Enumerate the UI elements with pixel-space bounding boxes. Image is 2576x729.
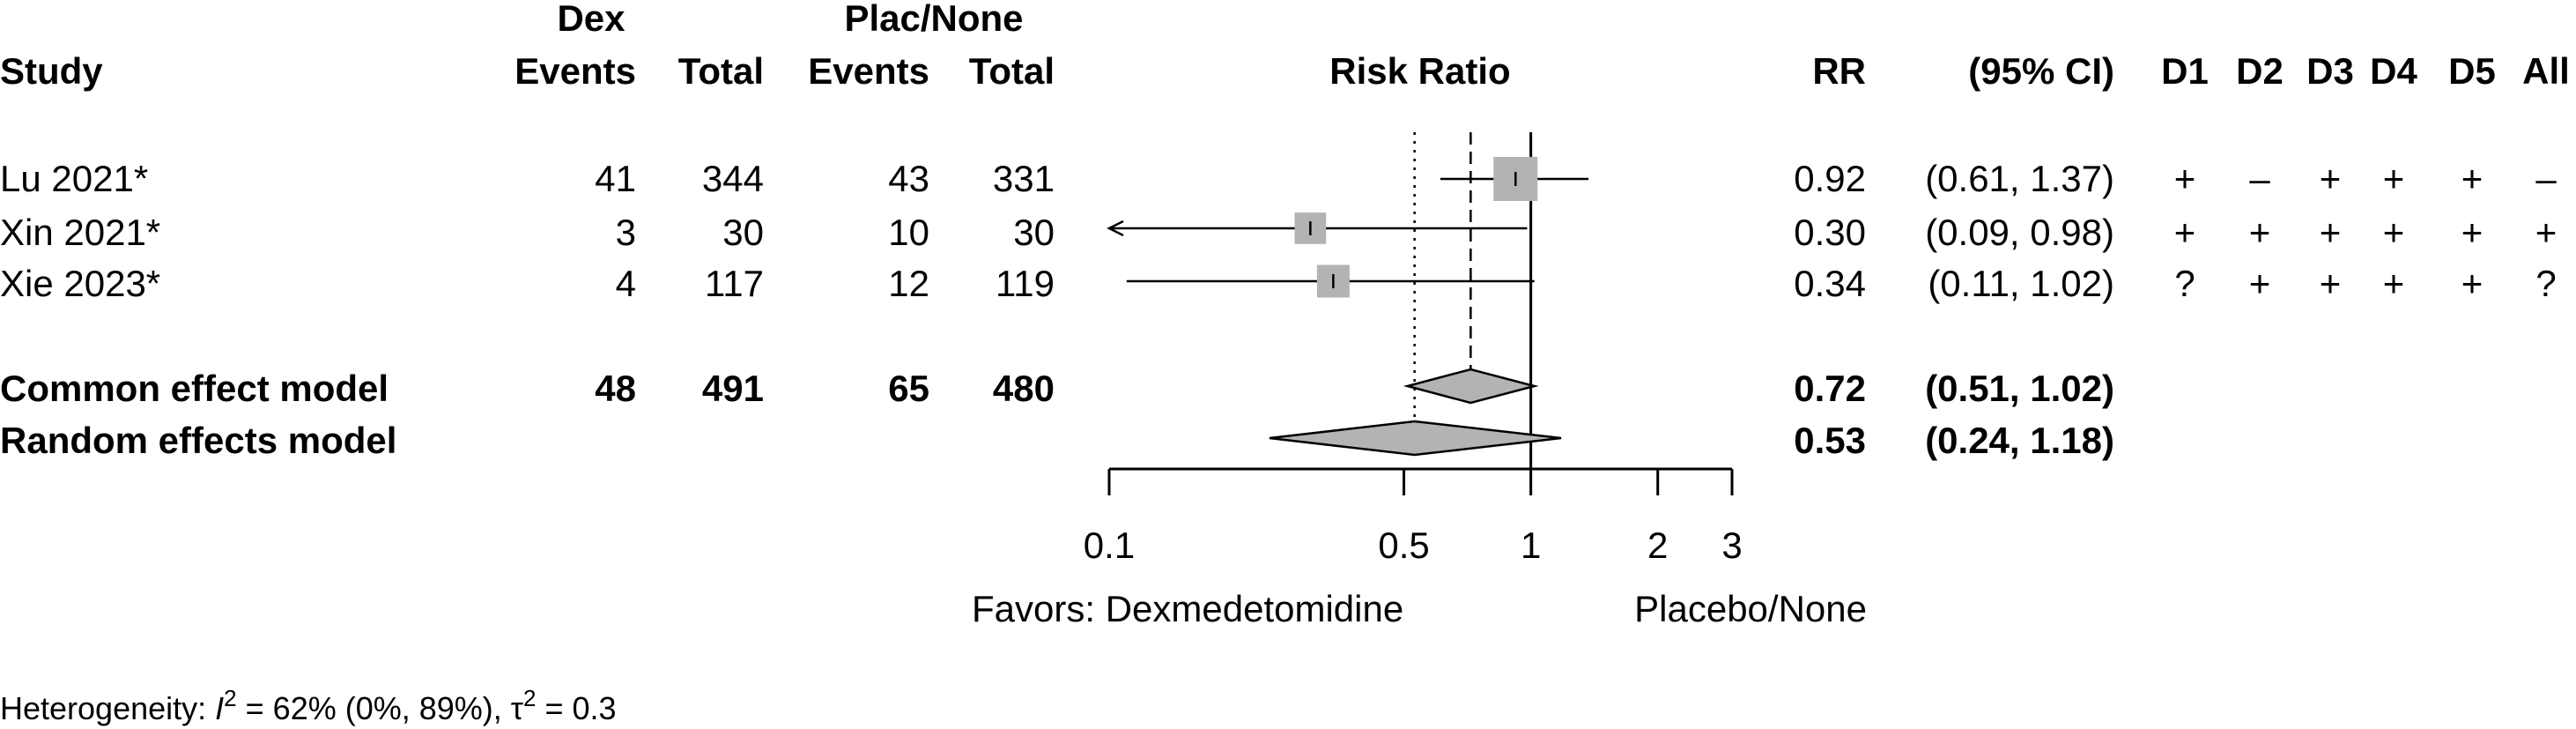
column-headers: Dex Plac/None Study Events Total Events … bbox=[0, 0, 2570, 92]
ci-value: (0.09, 0.98) bbox=[1925, 212, 2114, 253]
events-placebo: 43 bbox=[888, 158, 929, 199]
header-risk-ratio: Risk Ratio bbox=[1329, 50, 1510, 92]
ci-value: (0.11, 1.02) bbox=[1928, 263, 2114, 304]
x-tick-label: 1 bbox=[1521, 524, 1541, 566]
events-dex: 41 bbox=[595, 158, 636, 199]
header-events-dex: Events bbox=[514, 50, 636, 92]
random-ci: (0.24, 1.18) bbox=[1925, 420, 2114, 461]
rob-d2: – bbox=[2249, 158, 2270, 199]
header-ci: (95% CI) bbox=[1968, 50, 2114, 92]
common-total-placebo: 480 bbox=[993, 368, 1055, 409]
total-dex: 117 bbox=[705, 263, 764, 304]
tau-squared-symbol: τ bbox=[511, 690, 523, 726]
total-placebo: 119 bbox=[996, 263, 1055, 304]
tau-squared-superscript: 2 bbox=[523, 685, 536, 711]
favors-right-label: Placebo/None bbox=[1634, 588, 1867, 629]
study-label: Xin 2021* bbox=[0, 212, 160, 253]
common-ci: (0.51, 1.02) bbox=[1925, 368, 2114, 409]
rob-d3: + bbox=[2320, 212, 2342, 253]
rob-d2: + bbox=[2249, 263, 2271, 304]
common-events-placebo: 65 bbox=[888, 368, 929, 409]
rob-d1: ? bbox=[2174, 263, 2195, 304]
ci-value: (0.61, 1.37) bbox=[1925, 158, 2114, 199]
common-effect-row: Common effect model 48 491 65 480 0.72 (… bbox=[0, 368, 2114, 409]
header-rob-d5: D5 bbox=[2448, 50, 2496, 92]
header-rob-d2: D2 bbox=[2236, 50, 2284, 92]
x-tick-label: 0.5 bbox=[1378, 524, 1429, 566]
common-rr: 0.72 bbox=[1794, 368, 1866, 409]
random-effects-diamond bbox=[1269, 420, 1562, 457]
header-events-placebo: Events bbox=[808, 50, 929, 92]
rob-d4: + bbox=[2383, 158, 2405, 199]
heterogeneity-text: Heterogeneity: I2 = 62% (0%, 89%), τ2 = … bbox=[0, 685, 617, 726]
rr-value: 0.92 bbox=[1794, 158, 1866, 199]
total-placebo: 30 bbox=[1013, 212, 1055, 253]
study-row: Xin 2021* 3 30 10 30 0.30 (0.09, 0.98) +… bbox=[0, 212, 2557, 253]
i-squared-superscript: 2 bbox=[224, 685, 236, 711]
rob-d5: + bbox=[2461, 263, 2483, 304]
common-total-dex: 491 bbox=[702, 368, 764, 409]
common-events-dex: 48 bbox=[595, 368, 636, 409]
header-rob-d3: D3 bbox=[2306, 50, 2354, 92]
rob-all: – bbox=[2535, 158, 2557, 199]
header-rob-all: All bbox=[2522, 50, 2570, 92]
events-dex: 4 bbox=[616, 263, 636, 304]
events-placebo: 12 bbox=[888, 263, 929, 304]
header-group-placebo: Plac/None bbox=[844, 0, 1023, 39]
x-tick-label: 3 bbox=[1721, 524, 1742, 566]
i-squared-value: = 62% (0%, 89%), bbox=[237, 690, 511, 726]
total-placebo: 331 bbox=[993, 158, 1055, 199]
study-label: Xie 2023* bbox=[0, 263, 160, 304]
header-rr: RR bbox=[1812, 50, 1866, 92]
rob-d3: + bbox=[2320, 158, 2342, 199]
header-rob-d4: D4 bbox=[2370, 50, 2417, 92]
rob-d1: + bbox=[2174, 158, 2196, 199]
rob-d2: + bbox=[2249, 212, 2271, 253]
x-tick-label: 2 bbox=[1647, 524, 1668, 566]
rob-d5: + bbox=[2461, 158, 2483, 199]
rr-value: 0.30 bbox=[1794, 212, 1866, 253]
plot-marks bbox=[1107, 132, 1734, 495]
rob-all: ? bbox=[2535, 263, 2556, 304]
rob-d3: + bbox=[2320, 263, 2342, 304]
total-dex: 30 bbox=[722, 212, 764, 253]
rob-d4: + bbox=[2383, 263, 2405, 304]
study-row: Xie 2023* 4 117 12 119 0.34 (0.11, 1.02)… bbox=[0, 263, 2557, 304]
rob-d4: + bbox=[2383, 212, 2405, 253]
x-axis-tick-labels: 0.1 0.5 1 2 3 bbox=[1084, 524, 1743, 566]
header-total-dex: Total bbox=[678, 50, 764, 92]
favors-left-label: Favors: Dexmedetomidine bbox=[972, 588, 1403, 629]
study-row: Lu 2021* 41 344 43 331 0.92 (0.61, 1.37)… bbox=[0, 158, 2557, 199]
header-rob-d1: D1 bbox=[2161, 50, 2209, 92]
total-dex: 344 bbox=[702, 158, 764, 199]
header-total-placebo: Total bbox=[969, 50, 1055, 92]
study-label: Lu 2021* bbox=[0, 158, 148, 199]
random-rr: 0.53 bbox=[1794, 420, 1866, 461]
rob-d1: + bbox=[2174, 212, 2196, 253]
random-effects-row: Random effects model 0.53 (0.24, 1.18) bbox=[0, 420, 2114, 461]
rob-all: + bbox=[2535, 212, 2557, 253]
header-study: Study bbox=[0, 50, 103, 92]
i-squared-symbol: I bbox=[215, 690, 224, 726]
common-label: Common effect model bbox=[0, 368, 389, 409]
x-tick-label: 0.1 bbox=[1084, 524, 1135, 566]
events-dex: 3 bbox=[616, 212, 636, 253]
rr-value: 0.34 bbox=[1794, 263, 1866, 304]
events-placebo: 10 bbox=[888, 212, 929, 253]
random-label: Random effects model bbox=[0, 420, 396, 461]
common-effect-diamond bbox=[1403, 368, 1539, 405]
ci-arrow bbox=[1107, 219, 1124, 237]
heterogeneity-prefix: Heterogeneity: bbox=[0, 690, 215, 726]
header-group-dex: Dex bbox=[557, 0, 625, 39]
tau-squared-value: = 0.3 bbox=[537, 690, 617, 726]
rob-d5: + bbox=[2461, 212, 2483, 253]
